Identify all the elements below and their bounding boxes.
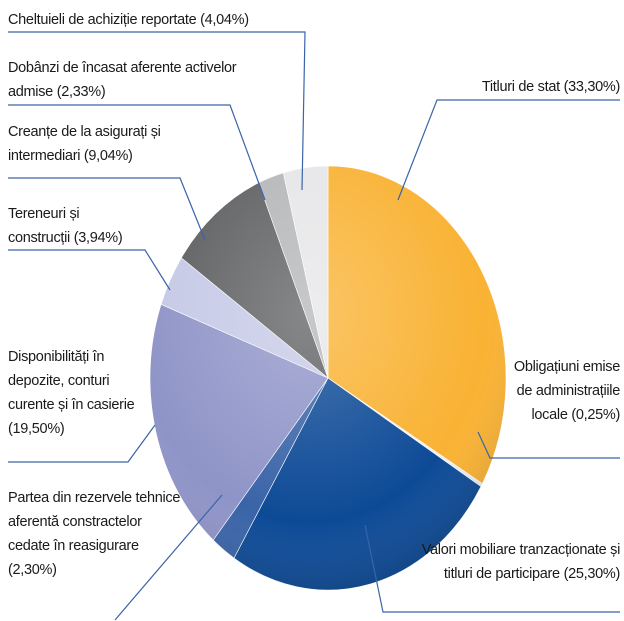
value-label: (19,50%) (8, 421, 65, 437)
slice-label: Partea din rezervele tehnice aferentă co… (8, 486, 183, 582)
slice-label: Disponibilități în depozite, conturi cur… (8, 345, 143, 441)
value-label: (2,33%) (56, 84, 106, 100)
leader-line (8, 249, 171, 291)
slice-label: Creanțe de la asigurați și intermediari … (8, 120, 208, 168)
category-name: Tereneuri și construcții (8, 206, 80, 246)
category-name: Creanțe de la asigurați și intermediari (8, 124, 161, 164)
category-name: Disponibilități în depozite, conturi cur… (8, 349, 135, 413)
category-name: Dobânzi de încasat aferente activelor ad… (8, 60, 237, 100)
slice-label: Titluri de stat (33,30%) (437, 75, 620, 99)
slice-label: Dobânzi de încasat aferente activelor ad… (8, 56, 238, 104)
value-label: (33,30%) (563, 79, 621, 95)
leader-line (8, 104, 266, 201)
leader-line (477, 431, 620, 459)
slice-label: Valori mobiliare tranzacționate și titlu… (420, 538, 621, 586)
value-label: (9,04%) (83, 148, 133, 164)
value-label: (3,94%) (73, 230, 123, 246)
leader-line (8, 31, 306, 191)
category-name: Titluri de stat (481, 79, 560, 95)
value-label: (0,25%) (571, 407, 620, 423)
leader-line (364, 524, 620, 613)
leader-line (8, 177, 206, 241)
value-label: (25,30%) (563, 566, 621, 582)
slice-label: Cheltuieli de achiziție reportate (4,04%… (8, 8, 318, 32)
category-name: Obligațiuni emise de administrațiile loc… (513, 359, 620, 423)
value-label: (2,30%) (8, 562, 57, 578)
leader-line (8, 424, 156, 463)
leader-line (397, 99, 620, 201)
leader-line (114, 494, 223, 621)
category-name: Valori mobiliare tranzacționate și titlu… (421, 542, 621, 582)
value-label: (4,04%) (200, 12, 249, 28)
slice-label: Tereneuri și construcții (3,94%) (8, 202, 138, 250)
slice-label: Obligațiuni emise de administrațiile loc… (500, 355, 620, 427)
category-name: Cheltuieli de achiziție reportate (8, 12, 197, 28)
category-name: Partea din rezervele tehnice aferentă co… (8, 490, 181, 554)
